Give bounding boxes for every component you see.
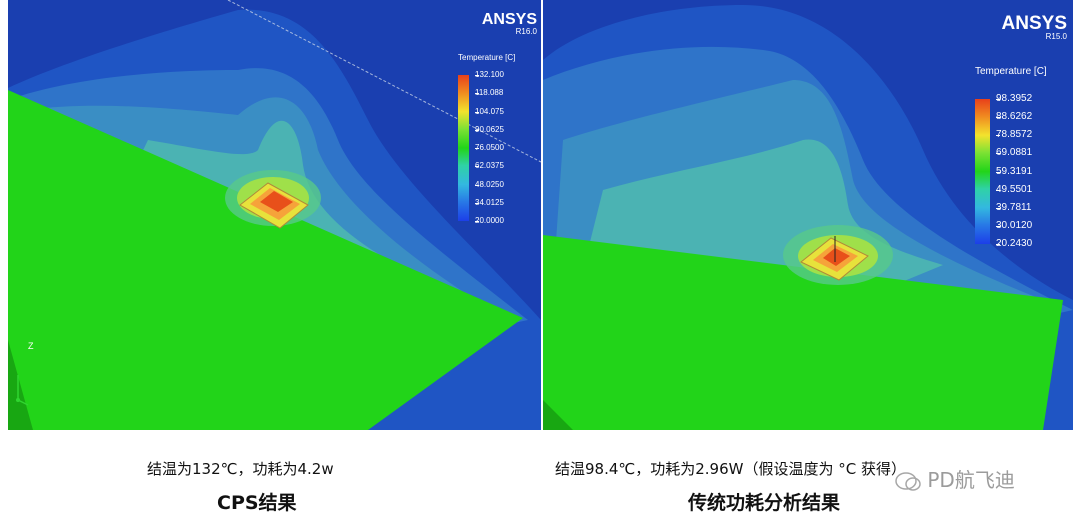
ansys-logo-right: ANSYS R15.0 (1002, 14, 1067, 41)
temperature-legend-left: Temperature [C] 132.100 118.088 104.075 90.… (458, 53, 538, 228)
legend-tick-label: 118.088 (475, 88, 504, 98)
legend-tick-label: 76.0500 (475, 143, 504, 152)
temperature-legend-right: Temperature [C] 98.3952 88.6262 78.8572 69.… (975, 66, 1065, 251)
legend-tick-label: 30.0120 (996, 219, 1033, 231)
ansys-logo-left: ANSYS R16.0 (482, 12, 537, 36)
brand-name: ANSYS (1001, 13, 1067, 34)
watermark: PD航飞迪 (895, 464, 1015, 493)
simulation-view-right: ANSYS R15.0 Temperature [C] 98.3952 88.62… (543, 0, 1073, 430)
legend-tick-label: 20.0000 (475, 216, 504, 225)
legend-tick-label: 69.0881 (996, 147, 1033, 159)
legend-tick-label: 98.3952 (996, 93, 1033, 104)
axis-z-label: Z (28, 341, 34, 351)
legend-tick-label: 59.3191 (996, 165, 1033, 177)
legend-tick-label: 88.6262 (996, 111, 1033, 123)
legend-tick-label: 78.8572 (996, 129, 1033, 141)
legend-tick-label: 62.0375 (475, 161, 504, 171)
hot-spot (823, 248, 850, 266)
legend-tick-label: 49.5501 (996, 183, 1033, 195)
simulation-view-left: ANSYS R16.0 Z Temperature [C] 132.100 118… (8, 0, 541, 430)
hot-spot (260, 191, 293, 212)
version-label: R15.0 (1045, 32, 1067, 41)
watermark-text: PD航飞迪 (927, 468, 1015, 492)
color-scale-bar (975, 99, 990, 244)
pcb-board (543, 235, 1063, 430)
thermal-contour-left (8, 0, 541, 430)
legend-tick-label: 39.7811 (996, 201, 1032, 213)
legend-tick-label: 104.075 (475, 106, 504, 116)
caption-right-title: 传统功耗分析结果 (688, 492, 841, 514)
version-label: R16.0 (515, 27, 537, 36)
legend-tick-label: 90.0625 (475, 124, 504, 134)
caption-left-title: CPS结果 (217, 492, 297, 514)
caption-right-result: 结温98.4℃，功耗为2.96W（假设温度为 °C 获得） (555, 460, 906, 478)
color-scale-bar (458, 75, 469, 221)
caption-left-result: 结温为132℃，功耗为4.2w (147, 460, 334, 478)
pcb-board (8, 90, 523, 430)
wechat-icon (895, 471, 921, 492)
legend-title: Temperature [C] (458, 53, 516, 62)
brand-name: ANSYS (481, 11, 537, 28)
legend-tick-label: 20.2430 (996, 238, 1033, 249)
legend-tick-label: 34.0125 (475, 197, 504, 207)
legend-tick-label: 132.100 (475, 70, 504, 79)
legend-tick-label: 48.0250 (475, 179, 504, 189)
legend-title: Temperature [C] (975, 66, 1047, 77)
